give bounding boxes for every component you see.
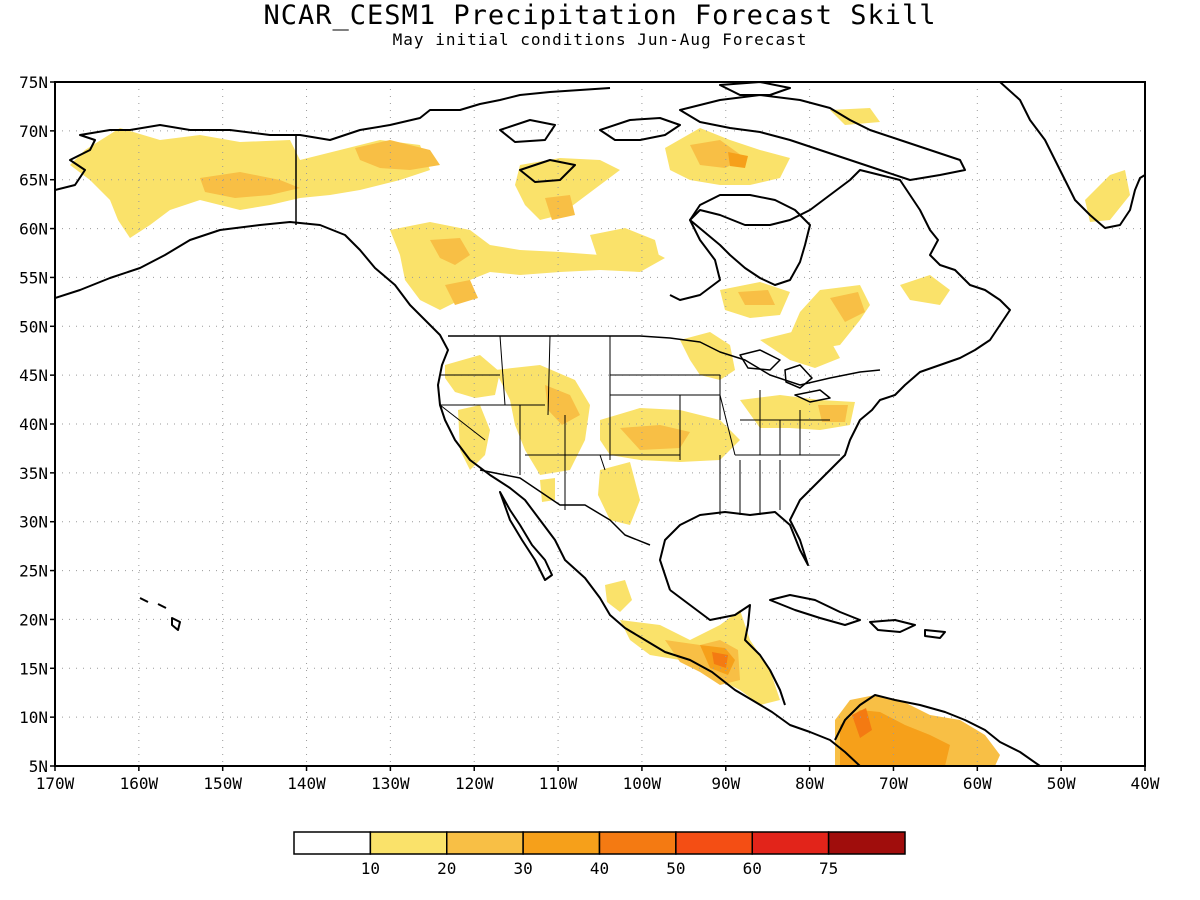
skill-region-great-lakes [760,330,840,368]
colorbar-label: 75 [819,859,838,878]
lon-tick-label: 70W [879,774,908,793]
lon-tick-label: 160W [120,774,159,793]
skill-region-ontario [830,292,865,322]
skill-shading [70,108,1130,766]
skill-region-greenland-coast [1085,170,1130,222]
colorbar-label: 60 [743,859,762,878]
coastlines [55,82,1145,766]
colorbar-label: 20 [437,859,456,878]
colorbar-swatch [522,831,601,855]
coastline-caribbean [769,594,946,639]
skill-region-yukon [355,140,440,170]
lat-tick-label: 50N [19,317,48,336]
lon-tick-label: 140W [287,774,326,793]
lat-tick-label: 60N [19,220,48,239]
skill-region-hudson-core [545,195,575,220]
longitude-axis: 170W 160W 150W 140W 130W 120W 110W 100W 90W 80W 70… [36,766,1160,793]
skill-region-mexico-west [540,478,632,612]
coastline-south-america [834,694,1041,766]
skill-region-northeast-core [818,405,848,422]
lat-tick-label: 15N [19,659,48,678]
skill-region-ellesmere [830,108,880,125]
coastline-baja [499,491,553,581]
colorbar-swatch [598,831,677,855]
coastline-arctic-islands [499,82,966,183]
skill-region-southern-plains [598,462,640,525]
lat-tick-label: 35N [19,464,48,483]
state-border-lines [439,335,840,515]
border-us-mexico [479,469,651,546]
great-lakes [739,349,831,403]
skill-region-pacific-northwest [445,355,500,398]
colorbar-swatch [675,831,753,855]
lon-tick-label: 110W [539,774,578,793]
colorbar-label: 10 [361,859,380,878]
coastline-hawaii [139,597,181,631]
skill-region-central-america-max [712,652,728,668]
lat-tick-label: 45N [19,366,48,385]
skill-region-nsa-peak [852,708,872,738]
lat-tick-label: 65N [19,171,48,190]
colorbar-label: 30 [513,859,532,878]
latitude-axis: 5N 10N 15N 20N 25N 30N 35N 40N 45N 50N 55N 60N 65N 70… [19,73,55,776]
lon-tick-label: 80W [795,774,824,793]
lat-tick-label: 30N [19,513,48,532]
border-us-canada [448,335,881,386]
skill-region-keewatin [590,228,660,270]
coastline-hudson-bay [689,194,811,286]
map-subtitle: May initial conditions Jun-Aug Forecast [392,30,808,49]
skill-region-midwest [680,332,735,380]
lon-tick-label: 100W [623,774,662,793]
skill-region-baffin-peak [728,152,748,168]
lon-tick-label: 120W [455,774,494,793]
lon-tick-label: 60W [963,774,992,793]
lat-tick-label: 10N [19,708,48,727]
state-borders [439,335,840,515]
colorbar-swatch [446,831,524,855]
colorbar-swatch [827,831,906,855]
lon-tick-label: 40W [1131,774,1160,793]
colorbar-swatch [751,831,830,855]
lat-tick-label: 70N [19,122,48,141]
colorbar-label: 40 [590,859,609,878]
lon-tick-label: 150W [203,774,242,793]
lon-tick-label: 130W [371,774,410,793]
skill-region-great-plains-core [620,425,690,450]
lat-tick-label: 55N [19,268,48,287]
skill-region-western-canada-core [430,238,478,305]
skill-region-alaska-central [200,172,300,198]
lon-tick-label: 50W [1047,774,1076,793]
skill-region-hudson-region [515,158,620,220]
coastline-greenland [999,82,1145,229]
lat-tick-label: 75N [19,73,48,92]
colorbar: 10 20 30 40 50 60 75 [293,831,906,878]
colorbar-swatch [293,831,372,855]
lon-tick-label: 170W [36,774,75,793]
colorbar-swatch [369,831,448,855]
lat-tick-label: 5N [29,757,48,776]
map-title: NCAR_CESM1 Precipitation Forecast Skill [263,0,937,31]
skill-region-rockies-core [545,385,580,425]
lat-tick-label: 25N [19,562,48,581]
skill-region-quebec-core [738,290,775,305]
coastline-gulf-atlantic [659,169,1011,706]
lat-tick-label: 20N [19,610,48,629]
skill-region-labrador [790,275,950,350]
skill-region-rockies [495,365,590,475]
coastline-pacific [55,87,861,766]
lon-tick-label: 90W [711,774,740,793]
lat-tick-label: 40N [19,415,48,434]
colorbar-label: 50 [666,859,685,878]
